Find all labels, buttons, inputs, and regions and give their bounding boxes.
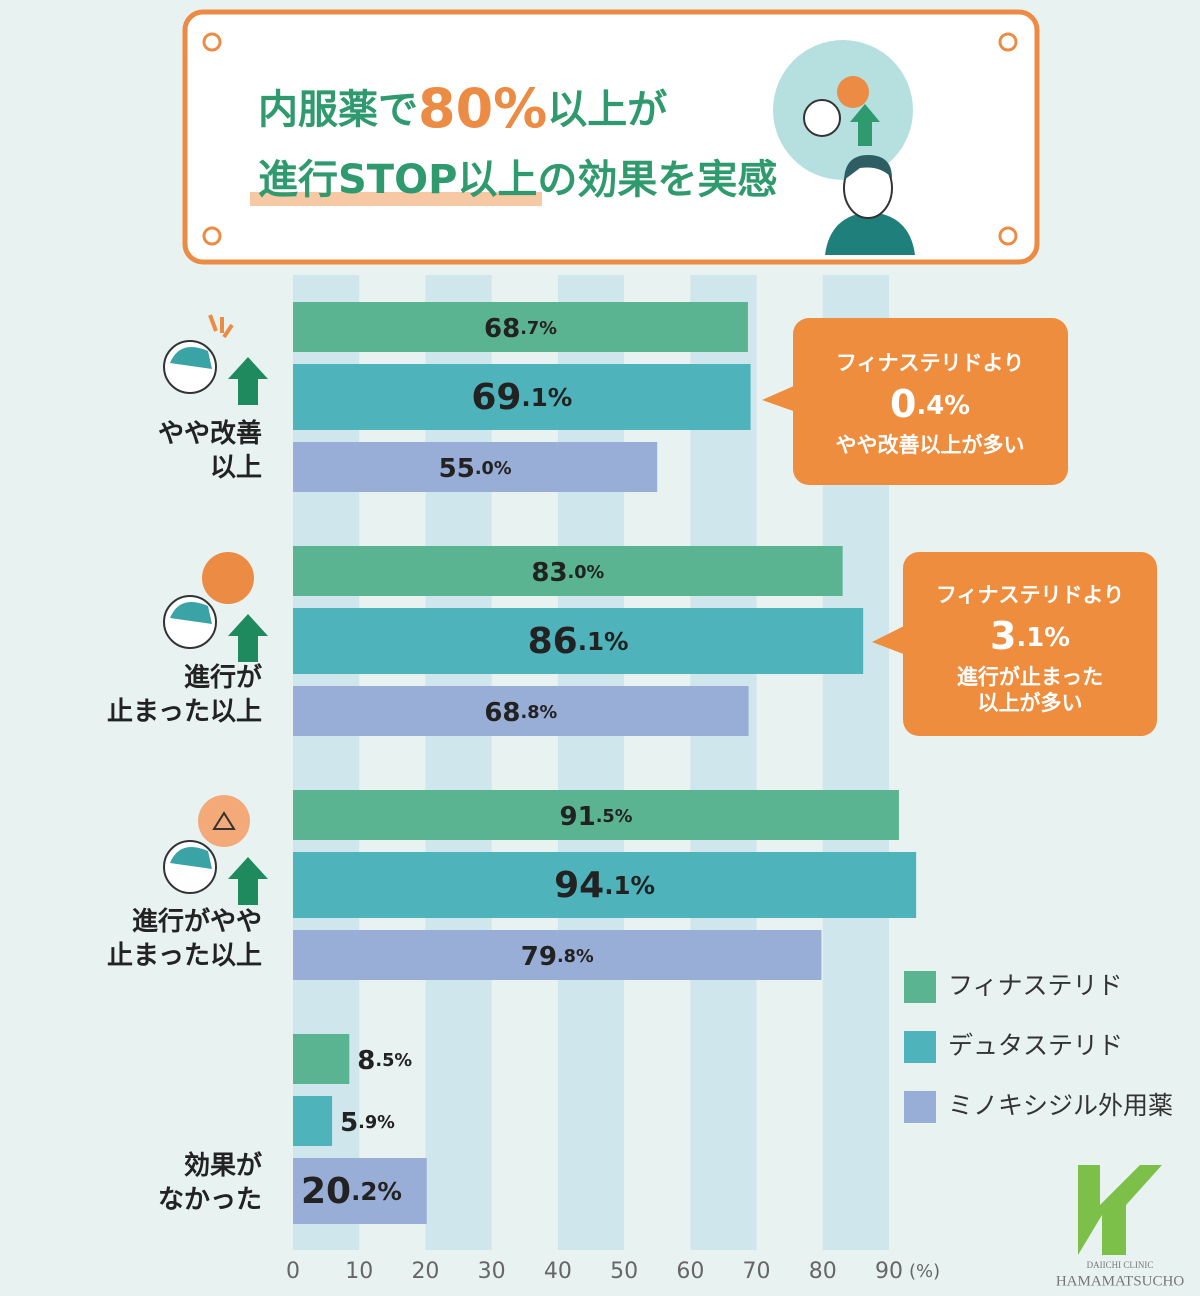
x-tick-label: 90: [875, 1259, 903, 1284]
value-label: 83.0%: [531, 558, 604, 588]
category-label: 進行がやや止まった以上: [107, 906, 262, 971]
value-label: 5.9%: [340, 1108, 395, 1138]
value-label: 20.2%: [301, 1171, 402, 1212]
bar: [293, 546, 843, 596]
annotation-text: 以上が多い: [978, 691, 1083, 715]
bar: [293, 364, 751, 430]
value-label: 55.0%: [439, 454, 512, 484]
x-tick-label: 40: [544, 1259, 572, 1284]
bar: [293, 930, 822, 980]
logo-text: DAIICHI CLINIC: [1087, 1260, 1154, 1270]
logo: [1078, 1165, 1162, 1255]
annotation-text: 0.4%: [890, 382, 970, 426]
value-label: 79.8%: [521, 942, 594, 972]
title-line: 内服薬で80%以上が: [258, 77, 667, 140]
value-label: 68.8%: [484, 698, 557, 728]
x-tick-label: 0: [286, 1259, 300, 1284]
x-tick-label: 30: [478, 1259, 506, 1284]
x-tick-label: 60: [676, 1259, 704, 1284]
value-label: 8.5%: [357, 1046, 412, 1076]
legend-swatch: [904, 1031, 936, 1063]
value-label: 69.1%: [471, 377, 572, 418]
bar: [293, 1158, 427, 1224]
category-label: 進行が止まった以上: [107, 662, 262, 727]
legend-label: デュタステリド: [948, 1031, 1123, 1060]
title-line: 進行STOP以上の効果を実感: [258, 157, 777, 203]
header-illustration: [773, 40, 915, 255]
bar: [293, 686, 749, 736]
annotation-box: [762, 318, 1157, 736]
annotation-text: フィナステリドより: [936, 583, 1124, 607]
bar: [293, 790, 899, 840]
bar: [293, 442, 658, 492]
value-label: 91.5%: [560, 802, 633, 832]
value-label: 86.1%: [528, 621, 629, 662]
logo-text: HAMAMATSUCHO: [1056, 1273, 1185, 1289]
bar: [293, 1096, 333, 1146]
category-label: 効果がなかった: [158, 1150, 262, 1215]
header-box: [182, 9, 1040, 265]
legend-swatch: [904, 971, 936, 1003]
title-highlight: [250, 192, 542, 206]
grid-band: [557, 275, 625, 1250]
grid-band: [690, 275, 757, 1250]
grid-band: [293, 275, 360, 1250]
x-tick-label: 50: [610, 1259, 638, 1284]
row-icons: [163, 314, 268, 905]
legend-label: ミノキシジル外用薬: [948, 1091, 1173, 1120]
x-tick-label: 80: [809, 1259, 837, 1284]
bar: [293, 1034, 350, 1084]
screws: [202, 32, 1018, 246]
grid-band: [425, 275, 492, 1250]
value-label: 68.7%: [484, 314, 557, 344]
legend-swatch: [904, 1091, 936, 1123]
bar: [293, 852, 917, 918]
annotation-text: やや改善以上が多い: [836, 433, 1025, 457]
bar: [293, 302, 748, 352]
annotation-text: 3.1%: [990, 614, 1070, 658]
legend-label: フィナステリド: [948, 971, 1123, 1000]
category-label: やや改善以上: [158, 418, 262, 483]
x-tick-label: 70: [743, 1259, 771, 1284]
x-tick-label: 10: [345, 1259, 373, 1284]
x-tick-label: 20: [411, 1259, 439, 1284]
annotation-text: フィナステリドより: [836, 351, 1024, 375]
x-unit: (%): [909, 1261, 940, 1282]
annotation-text: 進行が止まった: [957, 665, 1103, 689]
value-label: 94.1%: [554, 865, 655, 906]
bar: [293, 608, 864, 674]
